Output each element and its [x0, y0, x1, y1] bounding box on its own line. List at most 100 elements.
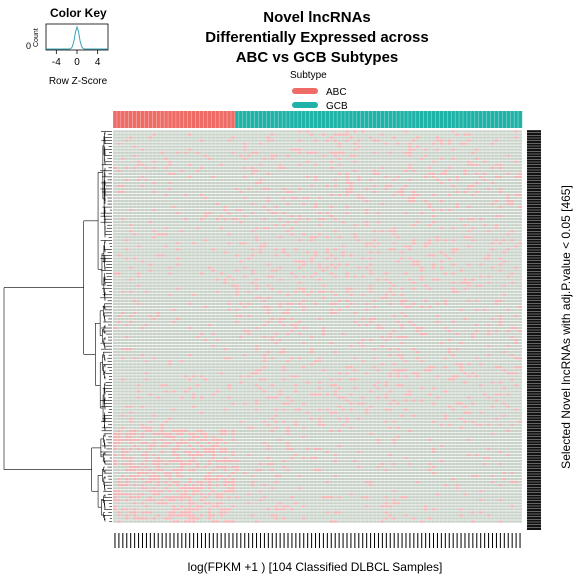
heatmap-cell	[113, 447, 117, 451]
heatmap-cell	[262, 157, 267, 161]
heatmap-cell	[407, 178, 412, 182]
heatmap-cell	[113, 489, 117, 493]
heatmap-cell	[238, 259, 243, 264]
heatmap-cell	[211, 447, 216, 451]
heatmap-cell	[168, 435, 172, 439]
heatmap-cell	[345, 172, 349, 176]
heatmap-cell	[140, 468, 145, 472]
heatmap-cell	[223, 468, 228, 472]
heatmap-cell	[297, 259, 302, 264]
heatmap-cell	[451, 477, 456, 481]
heatmap-cell	[168, 417, 172, 421]
heatmap-cell	[254, 371, 259, 375]
heatmap-cell	[207, 513, 212, 517]
heatmap-cell	[333, 133, 338, 137]
heatmap-cell	[168, 483, 172, 487]
heatmap-cell	[179, 513, 184, 517]
heatmap-cell	[510, 377, 515, 381]
heatmap-cell	[164, 474, 169, 478]
heatmap-cell	[352, 130, 357, 134]
annotation-cell	[435, 111, 440, 128]
heatmap-cell	[124, 516, 129, 520]
heatmap-cell	[227, 489, 231, 493]
heatmap-cell	[278, 338, 283, 342]
annotation-cell	[411, 111, 417, 128]
heatmap-cell	[152, 444, 157, 448]
heatmap-cell	[132, 232, 137, 236]
annotation-cell	[376, 111, 381, 128]
heatmap-cell	[380, 519, 385, 523]
heatmap-cell	[494, 199, 499, 203]
heatmap-cell	[506, 202, 511, 206]
heatmap-cell	[360, 359, 365, 363]
heatmap-cell	[230, 284, 235, 288]
heatmap-cell	[400, 287, 405, 291]
heatmap-cell	[463, 223, 467, 227]
heatmap-cell	[262, 441, 267, 445]
heatmap-cell	[171, 389, 176, 394]
heatmap-cell	[120, 356, 125, 360]
heatmap-cell	[325, 256, 330, 260]
heatmap-cell	[466, 160, 471, 164]
heatmap-cell	[187, 486, 192, 490]
heatmap-cell	[478, 498, 483, 502]
heatmap-cell	[348, 377, 353, 381]
heatmap-cell	[443, 272, 448, 276]
heatmap-cell	[514, 193, 519, 197]
heatmap-cell	[419, 211, 424, 215]
heatmap-cell	[427, 287, 432, 291]
heatmap-cell	[195, 480, 200, 484]
heatmap-cell	[223, 450, 228, 454]
heatmap-cell	[356, 196, 361, 200]
heatmap-cell	[207, 516, 212, 520]
heatmap-cell	[246, 187, 251, 191]
heatmap-cell	[171, 453, 176, 457]
heatmap-cell	[223, 347, 228, 351]
heatmap-cell	[345, 139, 349, 143]
heatmap-cell	[152, 486, 157, 490]
heatmap-cell	[156, 232, 161, 236]
heatmap-cell	[128, 495, 133, 499]
annotation-cell	[203, 111, 208, 128]
heatmap-cell	[215, 444, 220, 448]
heatmap-cell	[278, 163, 283, 167]
heatmap-cell	[411, 414, 416, 418]
heatmap-cell	[179, 474, 184, 478]
heatmap-cell	[459, 365, 464, 369]
heatmap-cell	[270, 513, 275, 517]
heatmap-cell	[317, 232, 322, 236]
heatmap-cell	[132, 477, 137, 481]
annotation-cell	[341, 111, 346, 128]
heatmap-cell	[325, 450, 330, 454]
heatmap-cell	[396, 371, 401, 375]
heatmap-cell	[140, 510, 145, 514]
heatmap-cell	[301, 263, 306, 267]
heatmap-cell	[148, 498, 153, 502]
heatmap-cell	[470, 193, 475, 197]
heatmap-cell	[427, 368, 432, 372]
heatmap-cell	[443, 326, 448, 330]
heatmap-cell	[321, 290, 326, 294]
heatmap-cell	[514, 356, 519, 360]
heatmap-cell	[207, 501, 212, 505]
heatmap-cell	[411, 399, 416, 403]
heatmap-cell	[455, 362, 460, 366]
heatmap-cell	[286, 302, 290, 306]
heatmap-cell	[211, 435, 216, 439]
annotation-cell	[309, 111, 314, 128]
heatmap-cell	[364, 495, 369, 499]
heatmap-cell	[286, 504, 290, 508]
heatmap-cell	[286, 468, 290, 472]
heatmap-cell	[179, 432, 184, 436]
heatmap-cell	[498, 187, 503, 191]
heatmap-cell	[348, 154, 353, 158]
annotation-cell	[234, 111, 240, 128]
heatmap-cell	[498, 423, 503, 427]
heatmap-cell	[459, 269, 464, 273]
heatmap-cell	[348, 402, 353, 406]
heatmap-cell	[392, 247, 397, 251]
heatmap-cell	[459, 362, 464, 366]
heatmap-cell	[486, 353, 491, 357]
heatmap-cell	[352, 142, 357, 146]
heatmap-cell	[238, 302, 243, 306]
